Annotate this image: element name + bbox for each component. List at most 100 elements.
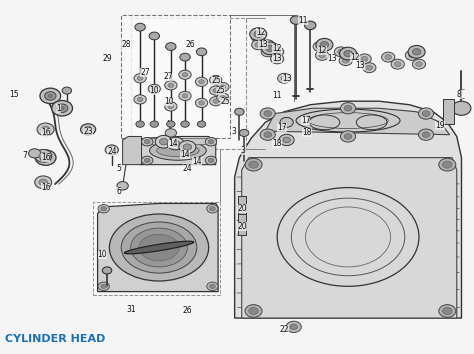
Circle shape [217,82,229,92]
Circle shape [252,40,265,50]
Text: 10: 10 [164,97,173,106]
Text: 24: 24 [107,147,117,156]
Text: 14: 14 [192,156,202,166]
Circle shape [199,80,204,84]
Circle shape [344,105,352,111]
Text: 6: 6 [117,187,121,196]
Circle shape [422,132,430,137]
Circle shape [358,54,371,64]
Text: 5: 5 [117,164,121,173]
Circle shape [182,94,188,98]
Text: 8: 8 [457,90,462,99]
Circle shape [84,127,92,132]
Circle shape [274,49,281,54]
Circle shape [165,129,176,137]
Circle shape [35,149,52,162]
Circle shape [271,47,284,57]
Circle shape [208,158,214,162]
Circle shape [179,91,191,101]
Circle shape [278,73,291,83]
Text: 7: 7 [22,152,27,160]
Circle shape [274,56,281,61]
Circle shape [81,124,96,135]
Text: 20: 20 [237,204,246,213]
Circle shape [167,137,184,150]
Circle shape [150,121,158,127]
Text: 18: 18 [302,129,312,137]
Text: CYLINDER HEAD: CYLINDER HEAD [5,335,106,344]
Polygon shape [143,138,216,143]
Text: 3: 3 [231,127,236,136]
Polygon shape [242,158,457,318]
Circle shape [136,121,145,127]
Circle shape [182,73,188,77]
Circle shape [145,139,150,144]
Circle shape [39,153,47,159]
Circle shape [205,156,217,165]
Circle shape [439,158,456,171]
Circle shape [363,63,376,73]
Circle shape [171,140,180,147]
Circle shape [337,49,344,54]
Text: 27: 27 [140,68,150,78]
Circle shape [213,99,219,103]
Text: 17: 17 [277,123,287,132]
Text: 12: 12 [350,53,360,62]
Circle shape [117,182,128,190]
Ellipse shape [156,144,199,157]
Circle shape [271,54,284,64]
Text: 13: 13 [355,62,365,70]
Text: 13: 13 [327,55,337,63]
Circle shape [181,121,189,127]
Circle shape [45,92,56,100]
Circle shape [60,107,64,110]
Circle shape [195,77,208,86]
Text: 14: 14 [180,150,190,159]
Circle shape [134,74,146,83]
Circle shape [291,16,302,24]
Text: 26: 26 [182,307,192,315]
Text: 12: 12 [273,44,282,53]
Circle shape [405,50,419,60]
Text: 3: 3 [241,146,246,155]
FancyBboxPatch shape [93,202,220,295]
Circle shape [382,52,395,62]
Text: 23: 23 [83,127,93,136]
Circle shape [213,88,219,93]
Text: 18: 18 [273,139,282,148]
Circle shape [102,267,112,274]
Circle shape [145,158,150,162]
Circle shape [443,308,452,314]
Text: 27: 27 [164,72,173,81]
Circle shape [408,45,425,58]
Circle shape [101,284,107,289]
Text: 10: 10 [150,86,159,95]
Circle shape [340,103,356,114]
Polygon shape [443,99,455,124]
Circle shape [245,305,262,317]
Circle shape [266,45,274,51]
Circle shape [281,76,288,81]
Circle shape [142,156,153,165]
Polygon shape [238,214,246,235]
Circle shape [443,161,452,168]
Circle shape [148,84,160,93]
Text: 13: 13 [273,55,282,63]
Circle shape [255,35,262,40]
Circle shape [195,98,208,108]
Text: 12: 12 [256,28,265,37]
Text: 16: 16 [41,183,51,192]
Text: 16: 16 [41,153,51,162]
Circle shape [62,87,72,94]
Polygon shape [98,204,218,292]
Circle shape [416,62,422,67]
Polygon shape [235,101,462,318]
Circle shape [196,48,207,56]
Circle shape [344,133,352,139]
Circle shape [35,150,56,165]
Circle shape [280,118,293,127]
Circle shape [40,153,51,162]
Circle shape [210,97,222,106]
Circle shape [264,132,272,137]
Circle shape [305,21,316,30]
